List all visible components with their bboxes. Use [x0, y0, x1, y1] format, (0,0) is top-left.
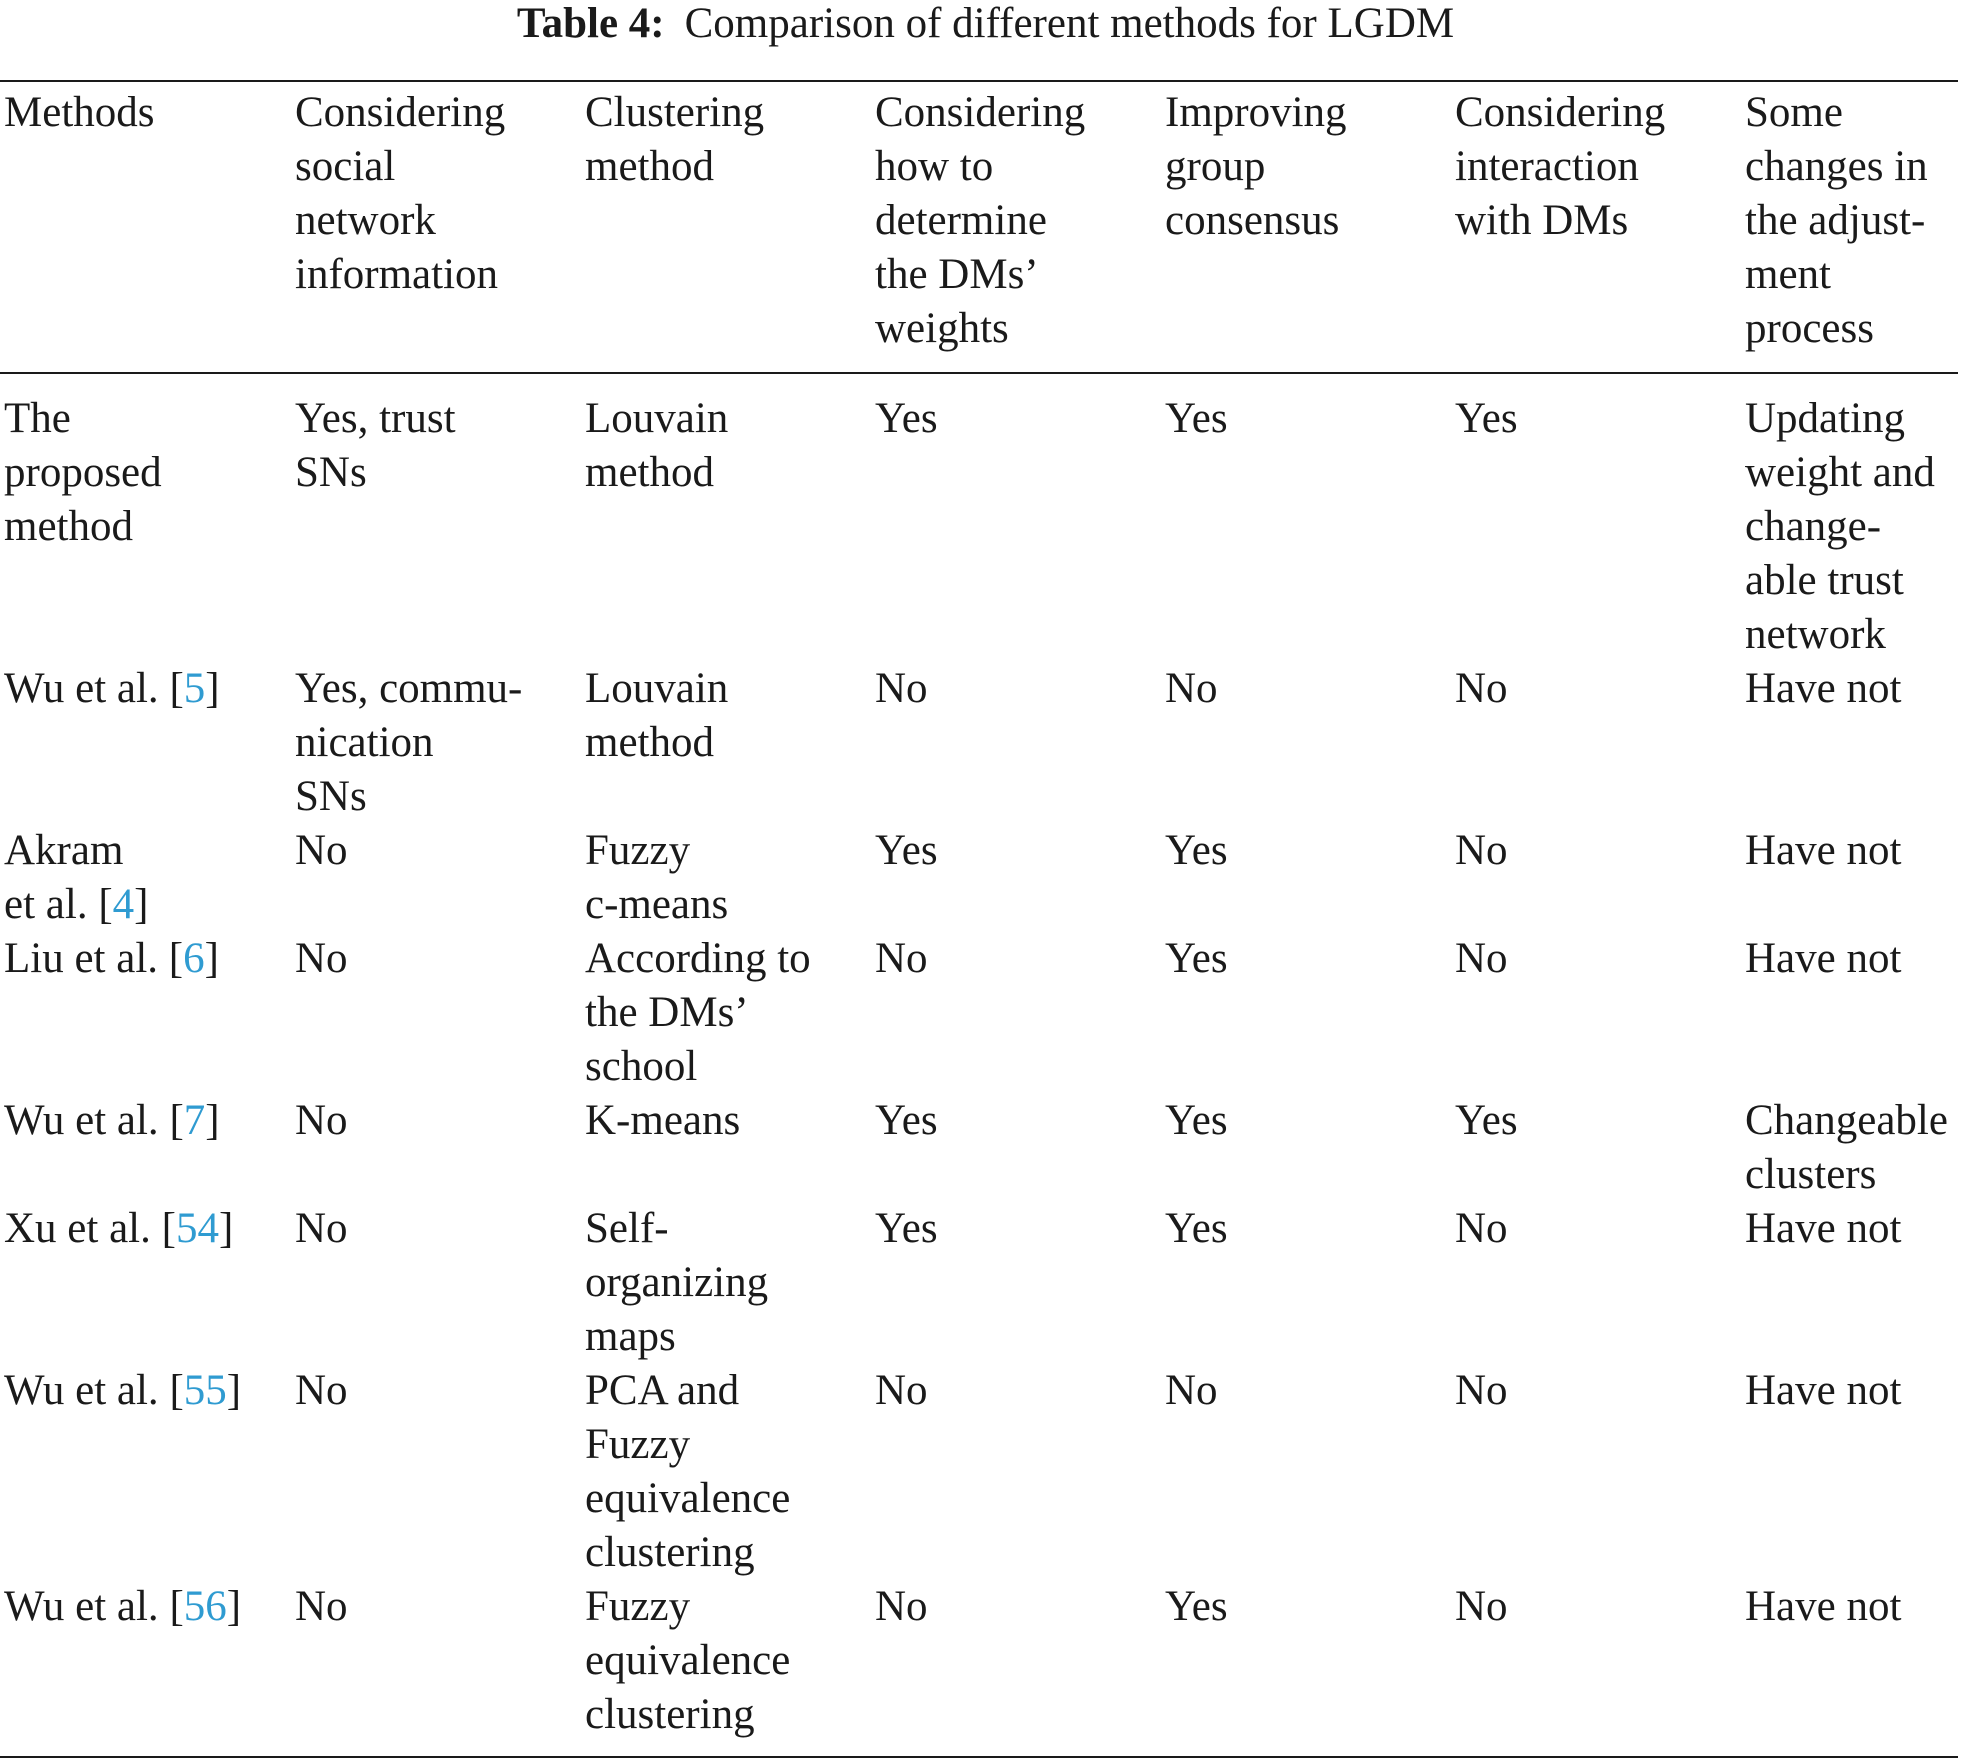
cell-method: Xu et al. [54] — [4, 1205, 234, 1252]
citation-link[interactable]: 5 — [183, 665, 206, 712]
cell-consensus: Yes — [1165, 395, 1228, 442]
table-row: Akram et al. [4] No Fuzzy c-means Yes Yes No H… — [0, 824, 1958, 932]
citation-link[interactable]: 4 — [112, 881, 135, 928]
cell-weights: No — [875, 665, 928, 712]
cell-adjustment-changes: Changeable clusters — [1745, 1097, 1948, 1198]
method-name: Xu et al. — [4, 1205, 151, 1252]
cell-social-network: No — [295, 1097, 348, 1144]
header-row: Methods Considering social network infor… — [0, 81, 1958, 373]
cell-clustering: According to the DMs’ school — [585, 935, 811, 1090]
cell-adjustment-changes: Have not — [1745, 1205, 1902, 1252]
method-name: The proposed method — [4, 395, 162, 550]
cell-consensus: Yes — [1165, 827, 1228, 874]
cell-weights: Yes — [875, 827, 938, 874]
cell-interaction: Yes — [1455, 395, 1518, 442]
cell-weights: Yes — [875, 1097, 938, 1144]
table-label: Table 4: — [516, 0, 665, 47]
cell-clustering: Louvain method — [585, 395, 729, 496]
table-row: The proposed method Yes, trust SNs Louvain… — [0, 373, 1958, 662]
citation-link[interactable]: 56 — [183, 1583, 227, 1630]
cell-method: Wu et al. [5] — [4, 665, 220, 712]
cell-clustering: Fuzzy c-means — [585, 827, 729, 928]
cell-social-network: No — [295, 935, 348, 982]
cell-adjustment-changes: Have not — [1745, 1583, 1902, 1630]
cell-interaction: No — [1455, 1205, 1508, 1252]
cell-weights: No — [875, 1583, 928, 1630]
comparison-table: Methods Considering social network infor… — [0, 80, 1958, 1758]
header-weights: Considering how to determine the DMs’ we… — [875, 89, 1086, 352]
table-caption: Table 4: Comparison of different methods … — [0, 0, 1971, 50]
cell-weights: Yes — [875, 395, 938, 442]
cell-clustering: PCA and Fuzzy equivalence clustering — [585, 1367, 791, 1576]
cell-adjustment-changes: Updating weight and change- able trust n… — [1745, 395, 1935, 658]
cell-method: Liu et al. [6] — [4, 935, 219, 982]
cell-consensus: Yes — [1165, 1583, 1228, 1630]
table-row: Liu et al. [6] No According to the DMs’ sc… — [0, 932, 1958, 1094]
cell-method: Akram et al. [4] — [4, 827, 149, 928]
cell-weights: Yes — [875, 1205, 938, 1252]
header-clustering: Clustering method — [585, 89, 765, 190]
cell-social-network: No — [295, 1367, 348, 1414]
cell-clustering: Louvain method — [585, 665, 729, 766]
citation-link[interactable]: 6 — [183, 935, 205, 982]
cell-clustering: Fuzzy equivalence clustering — [585, 1583, 791, 1738]
citation-link[interactable]: 7 — [183, 1097, 206, 1144]
cell-method: The proposed method — [0, 373, 291, 662]
cell-interaction: Yes — [1455, 1097, 1518, 1144]
table-title: Comparison of different methods for LGDM — [684, 0, 1455, 47]
header-consensus: Improving group consensus — [1165, 89, 1347, 244]
cell-weights: No — [875, 1367, 928, 1414]
citation-link[interactable]: 54 — [175, 1205, 219, 1252]
cell-clustering: K-means — [585, 1097, 741, 1144]
cell-social-network: Yes, trust SNs — [295, 395, 456, 496]
citation-link[interactable]: 55 — [183, 1367, 227, 1414]
table-header: Methods Considering social network infor… — [0, 81, 1958, 373]
cell-interaction: No — [1455, 827, 1508, 874]
cell-weights: No — [875, 935, 928, 982]
cell-interaction: No — [1455, 935, 1508, 982]
cell-social-network: Yes, commu- nication SNs — [295, 665, 523, 820]
cell-social-network: No — [295, 827, 348, 874]
table-row: Wu et al. [56] No Fuzzy equivalence cluste… — [0, 1580, 1958, 1757]
cell-adjustment-changes: Have not — [1745, 827, 1902, 874]
header-interaction: Considering interaction with DMs — [1455, 89, 1666, 244]
cell-method: Wu et al. [7] — [4, 1097, 220, 1144]
cell-consensus: No — [1165, 1367, 1218, 1414]
method-name: Wu et al. — [4, 665, 159, 712]
cell-clustering: Self- organizing maps — [585, 1205, 769, 1360]
table-row: Wu et al. [5] Yes, commu- nication SNs Lou… — [0, 662, 1958, 824]
table-row: Wu et al. [55] No PCA and Fuzzy equivalenc… — [0, 1364, 1958, 1580]
header-adjustment-changes: Some changes in the adjust- ment process — [1745, 89, 1928, 352]
cell-social-network: No — [295, 1205, 348, 1252]
method-name: Akram et al. — [4, 827, 124, 928]
method-name: Wu et al. — [4, 1097, 159, 1144]
method-name: Wu et al. — [4, 1583, 159, 1630]
table-row: Xu et al. [54] No Self- organizing maps Yes… — [0, 1202, 1958, 1364]
table-row: Wu et al. [7] No K-means Yes Yes Yes Changeabl… — [0, 1094, 1958, 1202]
cell-consensus: Yes — [1165, 1205, 1228, 1252]
header-methods: Methods — [4, 89, 155, 136]
cell-interaction: No — [1455, 665, 1508, 712]
cell-consensus: Yes — [1165, 1097, 1228, 1144]
cell-consensus: Yes — [1165, 935, 1228, 982]
cell-consensus: No — [1165, 665, 1218, 712]
cell-interaction: No — [1455, 1367, 1508, 1414]
table-body: The proposed method Yes, trust SNs Louvain… — [0, 373, 1958, 1757]
cell-adjustment-changes: Have not — [1745, 935, 1902, 982]
method-name: Liu et al. — [4, 935, 159, 982]
cell-social-network: No — [295, 1583, 348, 1630]
header-social-network: Considering social network information — [295, 89, 506, 298]
cell-adjustment-changes: Have not — [1745, 1367, 1902, 1414]
method-name: Wu et al. — [4, 1367, 159, 1414]
cell-adjustment-changes: Have not — [1745, 665, 1902, 712]
cell-interaction: No — [1455, 1583, 1508, 1630]
cell-method: Wu et al. [55] — [4, 1367, 242, 1414]
cell-method: Wu et al. [56] — [4, 1583, 242, 1630]
